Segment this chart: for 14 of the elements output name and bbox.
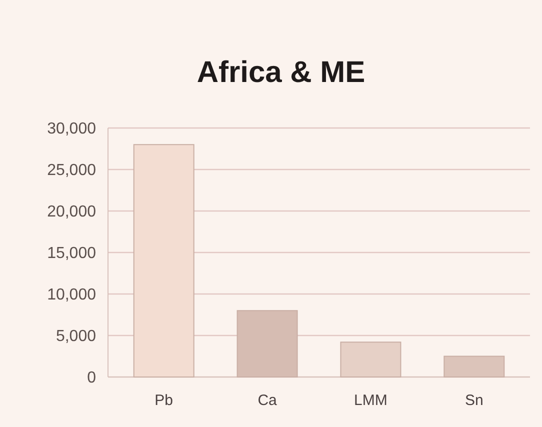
y-tick-label: 15,000	[47, 245, 96, 262]
chart-title: Africa & ME	[196, 56, 366, 89]
y-tick-label: 25,000	[47, 162, 96, 180]
x-tick-label: Ca	[258, 392, 278, 409]
x-tick-label: LMM	[354, 392, 388, 409]
y-tick-label: 10,000	[47, 286, 96, 304]
y-tick-label: 0	[87, 370, 96, 387]
x-tick-label: Pb	[154, 392, 174, 409]
x-tick-label: Sn	[464, 392, 484, 409]
y-tick-label: 20,000	[47, 204, 96, 221]
bar	[340, 342, 402, 378]
y-tick-label: 30,000	[47, 120, 96, 138]
bar	[133, 144, 194, 378]
y-tick-label: 5,000	[56, 328, 96, 346]
